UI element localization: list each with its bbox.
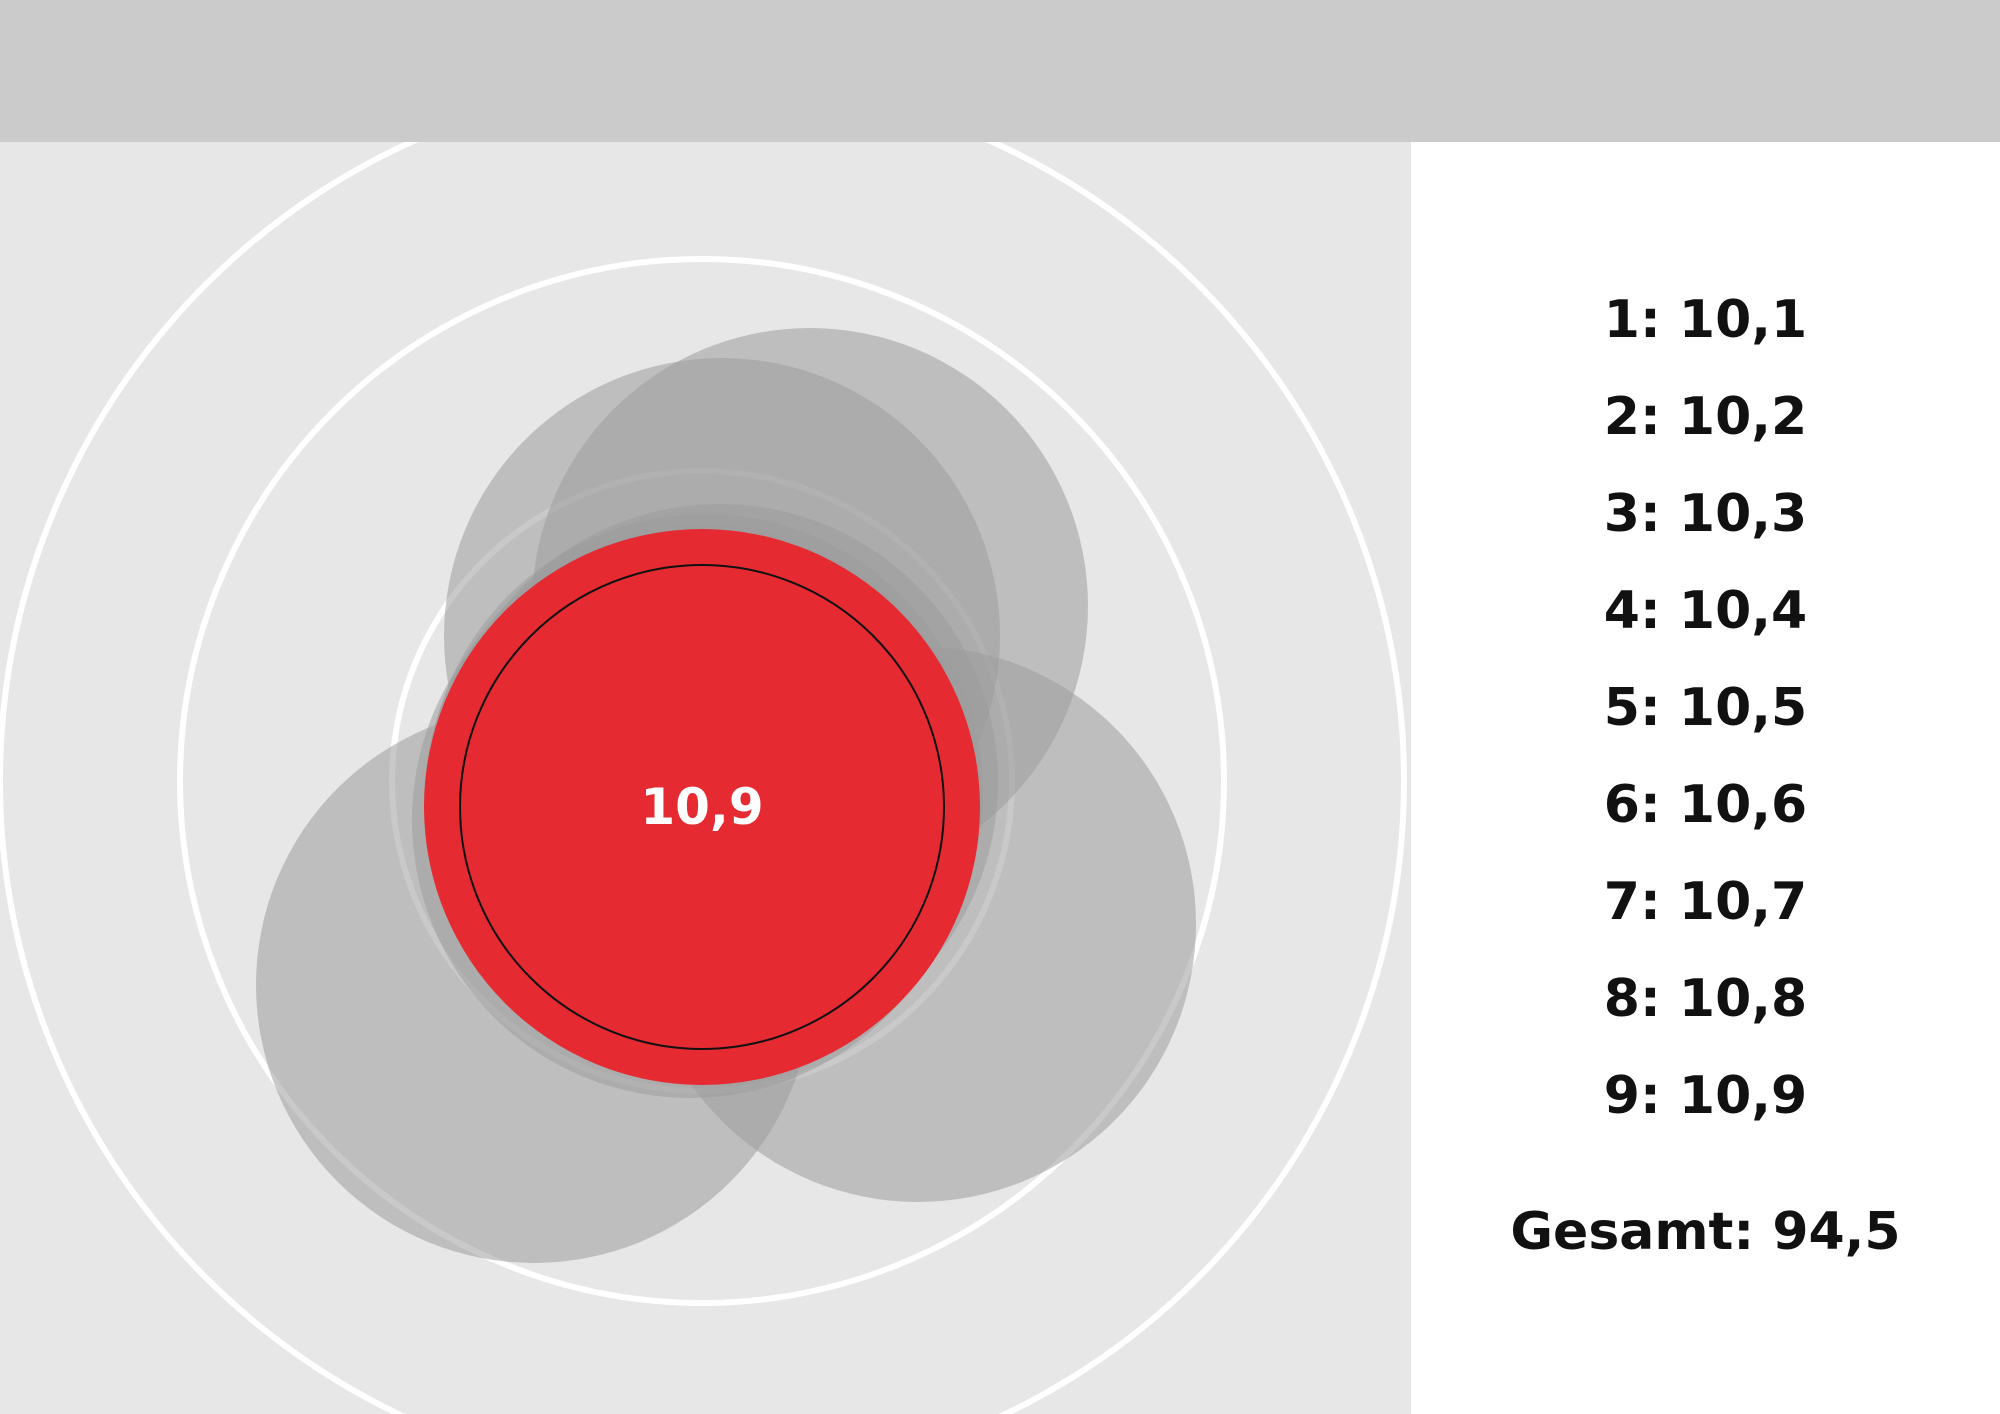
score-row: 910,9 (1411, 1066, 2000, 1126)
shot-value: 10,9 (1678, 1066, 1808, 1126)
score-row: 410,4 (1411, 581, 2000, 641)
score-row: 110,1 (1411, 290, 2000, 350)
shot-value: 10,5 (1678, 678, 1808, 738)
shot-number: 8 (1604, 969, 1679, 1029)
score-row: 610,6 (1411, 775, 2000, 835)
current-shot (424, 529, 980, 1085)
bullseye-ring (459, 564, 945, 1050)
shot-value: 10,2 (1678, 387, 1808, 447)
score-row: 210,2 (1411, 387, 2000, 447)
shot-value: 10,6 (1678, 775, 1808, 835)
shot-number: 2 (1604, 387, 1679, 447)
score-row: 810,8 (1411, 969, 2000, 1029)
score-row: 310,3 (1411, 484, 2000, 544)
shot-number: 5 (1604, 678, 1679, 738)
score-row: 710,7 (1411, 872, 2000, 932)
top-bar (0, 0, 2000, 142)
shot-value: 10,4 (1678, 581, 1808, 641)
total-label: Gesamt (1510, 1202, 1772, 1262)
target-graphic: 10,9 (0, 142, 1407, 1414)
shot-number: 3 (1604, 484, 1679, 544)
shot-number: 9 (1604, 1066, 1679, 1126)
score-list: 110,1 210,2 310,3 410,4 510,5 610,6 710,… (1411, 142, 2000, 1414)
score-row: 510,5 (1411, 678, 2000, 738)
shot-number: 4 (1604, 581, 1679, 641)
current-shot-score: 10,9 (640, 778, 763, 836)
shot-value: 10,1 (1678, 290, 1808, 350)
shot-value: 10,7 (1678, 872, 1808, 932)
total-value: 94,5 (1772, 1202, 1901, 1262)
shot-value: 10,8 (1678, 969, 1808, 1029)
shot-number: 6 (1604, 775, 1679, 835)
target-ring-outer (0, 142, 1407, 1414)
total-score: Gesamt94,5 (1411, 1202, 2000, 1262)
shot-value: 10,3 (1678, 484, 1808, 544)
target-ring-middle (177, 256, 1227, 1306)
target-view: 10,9 (0, 142, 1411, 1414)
shot-number: 7 (1604, 872, 1679, 932)
shot-number: 1 (1604, 290, 1679, 350)
